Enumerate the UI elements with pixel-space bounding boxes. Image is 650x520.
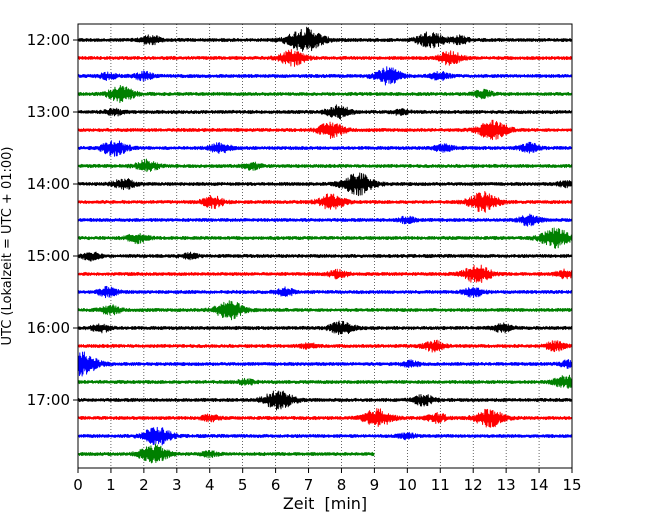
trace-1745: [78, 443, 375, 464]
y-tick-label: 14:00: [27, 175, 70, 193]
trace-1400: [78, 172, 573, 197]
trace-1630: [78, 351, 573, 377]
trace-1545: [78, 300, 573, 321]
x-tick-label: 15: [562, 476, 581, 494]
trace-1715: [78, 408, 573, 428]
seismogram-traces: [78, 26, 573, 464]
trace-1245: [78, 84, 573, 104]
trace-1645: [78, 374, 573, 389]
trace-1500: [78, 251, 573, 262]
x-tick-label: 5: [238, 476, 248, 494]
trace-1315: [78, 119, 573, 141]
trace-1215: [78, 49, 573, 67]
x-tick-label: 0: [73, 476, 83, 494]
x-tick-label: 4: [205, 476, 215, 494]
x-axis-label: Zeit [min]: [283, 494, 367, 513]
y-tick-label: 12:00: [27, 31, 70, 49]
vertical-gridlines: [110, 24, 540, 468]
plot-frame: [77, 23, 573, 469]
y-axis-label: UTC (Lokalzeit = UTC + 01:00): [0, 147, 15, 346]
x-tick-label: 12: [464, 476, 483, 494]
trace-1700: [78, 390, 573, 411]
x-tick-label: 1: [106, 476, 116, 494]
x-tick-label: 8: [337, 476, 347, 494]
x-tick-label: 9: [370, 476, 380, 494]
x-tick-label: 2: [139, 476, 149, 494]
trace-1230: [78, 66, 573, 86]
trace-1430: [78, 213, 573, 227]
x-tick-label: 10: [398, 476, 417, 494]
trace-1415: [78, 191, 573, 213]
trace-1330: [78, 140, 573, 157]
y-axis-ticks: 12:00 13:00 14:00 15:00 16:00 17:00: [27, 31, 78, 409]
trace-1515: [78, 264, 573, 283]
trace-1530: [78, 285, 573, 299]
x-tick-label: 6: [271, 476, 281, 494]
x-tick-label: 7: [304, 476, 314, 494]
trace-1730: [78, 426, 573, 446]
y-tick-label: 15:00: [27, 247, 70, 265]
trace-1300: [78, 104, 573, 120]
trace-1445: [78, 227, 573, 249]
trace-1345: [78, 158, 573, 173]
x-tick-label: 13: [497, 476, 516, 494]
y-tick-label: 13:00: [27, 103, 70, 121]
y-tick-label: 17:00: [27, 391, 70, 409]
x-axis-ticks: 0 1 2 3 4 5 6 7 8 9 10 11 12 13 14 15: [73, 468, 582, 494]
y-tick-label: 16:00: [27, 319, 70, 337]
trace-1615: [78, 339, 573, 353]
x-tick-label: 3: [172, 476, 182, 494]
x-tick-label: 11: [431, 476, 450, 494]
trace-1600: [78, 320, 573, 336]
trace-1200: [78, 26, 573, 52]
x-tick-label: 14: [530, 476, 549, 494]
